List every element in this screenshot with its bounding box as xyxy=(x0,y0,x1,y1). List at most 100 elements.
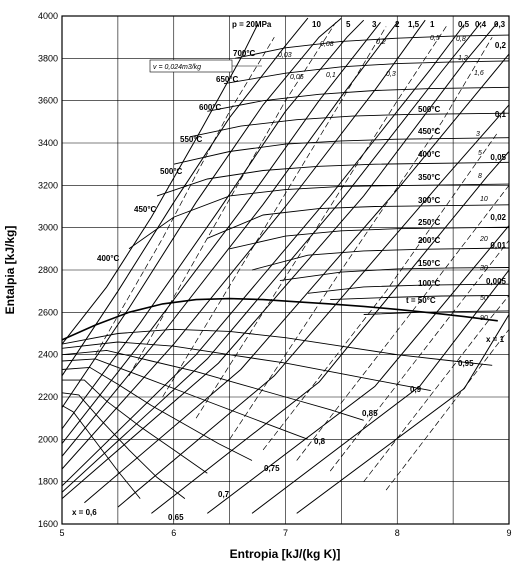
isobar-line xyxy=(117,104,509,508)
temperature-label: 550°C xyxy=(180,135,203,144)
isotherm-line xyxy=(307,283,509,294)
isotherm-line xyxy=(173,137,509,165)
volume-label: 20 xyxy=(479,236,488,243)
volume-label: 10 xyxy=(480,196,488,203)
quality-line xyxy=(62,358,309,440)
tick-layer: 5 6 7 8 916001800200022002400260028003000320… xyxy=(38,11,512,538)
volume-label: 0,1 xyxy=(326,72,336,79)
quality-label: 0,7 xyxy=(218,490,230,499)
pressure-label: p = 20MPa xyxy=(232,20,272,29)
isotherm-line xyxy=(207,86,509,112)
volume-label: 30 xyxy=(480,265,488,272)
quality-line xyxy=(62,328,493,366)
temperature-label: 400°C xyxy=(418,150,441,159)
quality-line xyxy=(62,366,253,461)
isotherm-line xyxy=(363,310,509,315)
volume-label: 1,2 xyxy=(458,55,468,62)
isotherm-line xyxy=(279,267,509,282)
quality-label: 0,8 xyxy=(314,437,326,446)
pressure-label: 0,2 xyxy=(495,41,507,50)
y-tick-label: 1600 xyxy=(38,519,58,529)
isotherm-line xyxy=(156,161,509,197)
temperature-label: 500°C xyxy=(160,167,183,176)
isotherm-line xyxy=(330,294,509,301)
isobar-line xyxy=(151,151,509,514)
isotherm-line xyxy=(235,34,509,59)
isobar-line xyxy=(62,21,398,457)
temperature-label: 100°C xyxy=(418,279,441,288)
pressure-label: 0,02 xyxy=(490,213,506,222)
pressure-label: 0,05 xyxy=(490,153,506,162)
volume-label: 0,8 xyxy=(456,36,466,43)
isobar-line xyxy=(84,53,509,504)
isochore-line xyxy=(162,26,387,398)
isobar-line xyxy=(62,24,465,487)
y-tick-label: 2200 xyxy=(38,392,58,402)
isobar-line xyxy=(62,24,259,345)
isobar-line xyxy=(296,314,509,514)
isobar-line xyxy=(251,269,509,514)
quality-label: x = 0,6 xyxy=(72,508,97,517)
y-tick-label: 4000 xyxy=(38,11,58,21)
x-tick-label: 6 xyxy=(171,528,176,538)
isochore-line xyxy=(385,329,509,491)
isobar-line xyxy=(62,19,426,470)
volume-label: 1,6 xyxy=(474,70,484,77)
isotherm-line xyxy=(128,183,509,250)
pressure-label: 0,3 xyxy=(494,20,506,29)
grid-layer xyxy=(61,15,510,525)
pressure-label: 0,4 xyxy=(475,20,487,29)
temperature-label: 450°C xyxy=(134,205,157,214)
isotherm-line xyxy=(229,226,509,250)
x-axis-title: Entropia [kJ/(kg K)] xyxy=(230,547,341,561)
pressure-label: 1 xyxy=(430,20,435,29)
y-tick-label: 3400 xyxy=(38,138,58,148)
temperature-label: 250°C xyxy=(418,218,441,227)
y-tick-label: 3600 xyxy=(38,96,58,106)
x-tick-label: 9 xyxy=(506,528,511,538)
y-tick-label: 2400 xyxy=(38,350,58,360)
x-tick-label: 8 xyxy=(395,528,400,538)
y-tick-label: 3800 xyxy=(38,53,58,63)
temperature-label: 450°C xyxy=(418,127,441,136)
isobar-layer xyxy=(62,17,509,514)
quality-line xyxy=(62,392,186,499)
saturation-line xyxy=(62,297,498,341)
volume-label: 90 xyxy=(480,315,488,322)
y-tick-label: 2600 xyxy=(38,307,58,317)
temperature-label: 700°C xyxy=(233,49,256,58)
temperature-label: 650°C xyxy=(216,75,239,84)
pressure-label: 0,1 xyxy=(495,110,507,119)
volume-label: 0,05 xyxy=(290,74,304,81)
isobar-line xyxy=(206,225,509,514)
quality-layer xyxy=(62,297,498,499)
volume-label: 5 xyxy=(478,150,482,157)
isobar-line xyxy=(62,19,365,430)
pressure-label: 0,5 xyxy=(458,20,470,29)
label-layer: p = 20MPa 10 5 3 2 1,5 1 0,5 0,4 0,3 0,2 0,1 0,05 0,0… xyxy=(72,20,507,522)
temperature-label: t = 50°C xyxy=(406,296,436,305)
pressure-label: 3 xyxy=(372,20,377,29)
volume-label: 0,5 xyxy=(430,35,440,42)
pressure-label: 5 xyxy=(346,20,351,29)
quality-label: x = 1 xyxy=(486,335,505,344)
x-tick-label: 7 xyxy=(283,528,288,538)
quality-line xyxy=(62,379,208,474)
pressure-label: 0,01 xyxy=(490,241,506,250)
quality-label: 0,85 xyxy=(362,409,378,418)
volume-label: 0,08 xyxy=(320,41,334,48)
isochore-line xyxy=(262,132,499,451)
quality-line xyxy=(62,341,431,392)
isobar-line xyxy=(62,17,342,408)
isobar-line xyxy=(62,21,381,444)
y-tick-label: 2000 xyxy=(38,434,58,444)
quality-line xyxy=(62,349,364,421)
isotherm-layer xyxy=(128,34,509,315)
temperature-label: 150°C xyxy=(418,259,441,268)
quality-label: 0,9 xyxy=(410,385,422,394)
temperature-label: 600°C xyxy=(199,103,222,112)
y-tick-label: 2800 xyxy=(38,265,58,275)
pressure-label: 0,005 xyxy=(486,277,507,286)
temperature-label: 300°C xyxy=(418,196,441,205)
isotherm-line xyxy=(223,60,509,85)
